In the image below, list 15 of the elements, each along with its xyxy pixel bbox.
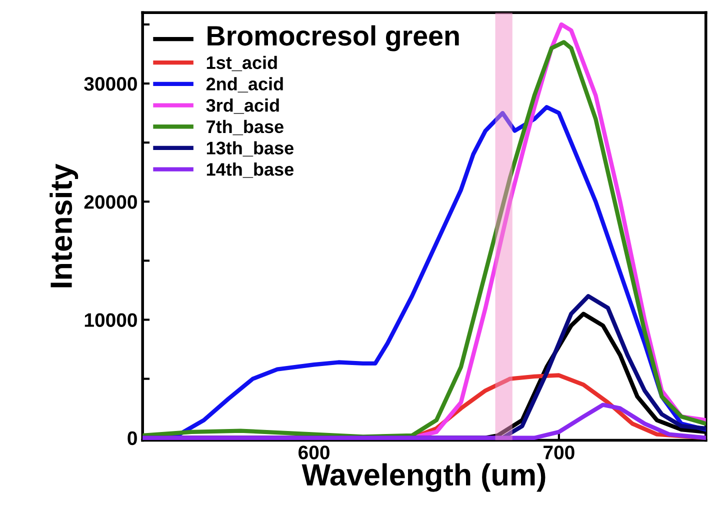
y-tick-label: 30000 bbox=[84, 76, 137, 91]
y-axis-title: Intensity bbox=[50, 164, 78, 288]
legend-label: 13th_base bbox=[206, 141, 294, 156]
legend-label: Bromocresol green bbox=[208, 25, 459, 52]
legend-label: 2nd_acid bbox=[206, 77, 283, 92]
legend-label: 14th_base bbox=[206, 162, 294, 178]
legend-label: 1st_acid bbox=[206, 56, 277, 72]
y-tick-label: 10000 bbox=[84, 313, 137, 327]
y-tick-label: 20000 bbox=[84, 195, 137, 209]
legend-label: 7th_base bbox=[206, 120, 284, 136]
legend-label: 3rd_acid bbox=[206, 98, 279, 114]
x-tick-label: 700 bbox=[544, 446, 574, 460]
x-tick-label: 600 bbox=[298, 446, 330, 460]
x-axis-title: Wavelength (um) bbox=[302, 463, 546, 492]
y-tick-label: 0 bbox=[128, 431, 137, 446]
